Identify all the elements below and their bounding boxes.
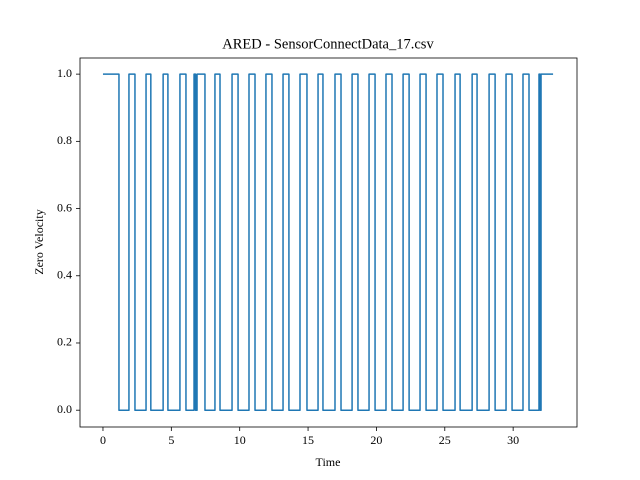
x-tick-label: 10 <box>234 433 246 447</box>
x-tick-label: 15 <box>302 433 314 447</box>
y-tick-label: 0.4 <box>57 268 72 282</box>
chart-title: ARED - SensorConnectData_17.csv <box>222 36 434 52</box>
y-tick-label: 0.2 <box>57 335 72 349</box>
plot-frame <box>79 57 578 428</box>
y-tick-label: 0.6 <box>57 200 72 214</box>
x-tick-label: 0 <box>100 433 106 447</box>
x-axis-label: Time <box>316 455 341 469</box>
x-tick-label: 25 <box>439 433 451 447</box>
x-tick-label: 20 <box>370 433 382 447</box>
x-tick-label: 5 <box>168 433 174 447</box>
y-axis-label: Zero Velocity <box>32 209 46 274</box>
x-tick-label: 30 <box>507 433 519 447</box>
y-tick-label: 1.0 <box>57 66 72 80</box>
y-tick-label: 0.0 <box>57 402 72 416</box>
y-tick-label: 0.8 <box>57 133 72 147</box>
line <box>102 73 554 411</box>
